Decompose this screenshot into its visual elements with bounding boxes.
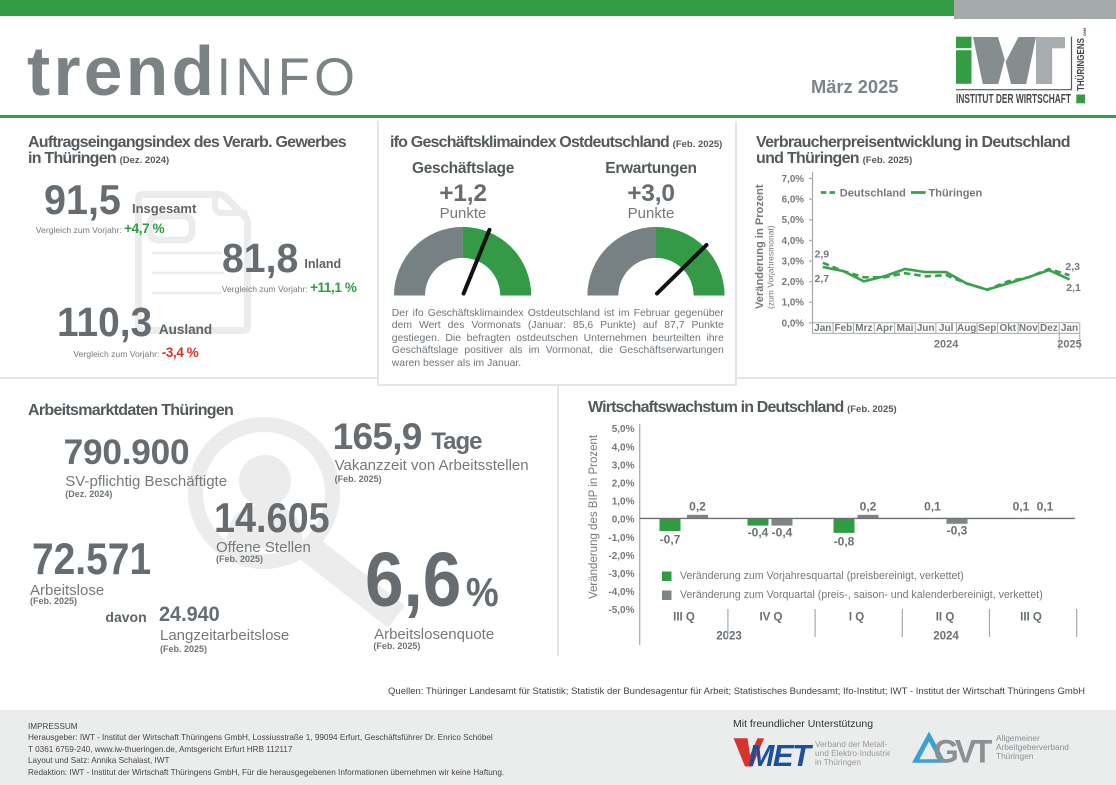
svg-text:(zum Vorjahresmonat): (zum Vorjahresmonat) (766, 225, 776, 309)
svg-text:3,0%: 3,0% (612, 460, 635, 471)
svg-text:4,0%: 4,0% (612, 442, 635, 453)
svg-text:Mrz: Mrz (855, 323, 872, 334)
svg-text:6,0%: 6,0% (782, 195, 805, 206)
svg-text:Veränderung zum Vorquartal (pr: Veränderung zum Vorquartal (preis-, sais… (680, 589, 1043, 601)
svg-text:GMBH: GMBH (1082, 28, 1087, 36)
svg-text:-0,8: -0,8 (834, 535, 855, 549)
svg-text:I Q: I Q (849, 612, 864, 624)
svg-text:Jan: Jan (814, 323, 831, 334)
svg-text:1,0%: 1,0% (612, 497, 635, 508)
svg-text:Veränderung in Prozent: Veränderung in Prozent (754, 184, 766, 309)
svg-text:Dez: Dez (1040, 323, 1058, 334)
svg-text:Thüringen: Thüringen (929, 187, 983, 199)
svg-text:0,1: 0,1 (1013, 500, 1030, 514)
svg-text:MET: MET (749, 738, 815, 773)
svg-text:-4,0%: -4,0% (608, 587, 634, 598)
svg-text:0,0%: 0,0% (612, 515, 635, 526)
svg-text:IV Q: IV Q (759, 612, 782, 624)
svg-text:-0,4: -0,4 (748, 526, 769, 540)
svg-text:2024: 2024 (933, 631, 959, 643)
svg-text:Feb: Feb (834, 323, 852, 334)
svg-text:0,2: 0,2 (860, 500, 877, 514)
svg-text:INSTITUT DER WIRTSCHAFT: INSTITUT DER WIRTSCHAFT (956, 92, 1071, 106)
svg-text:Jun: Jun (917, 323, 935, 334)
svg-text:Arbeitgeberverband: Arbeitgeberverband (996, 742, 1069, 752)
svg-text:2,0%: 2,0% (612, 479, 635, 490)
svg-text:-0,3: -0,3 (947, 524, 968, 538)
svg-text:2,7: 2,7 (815, 273, 830, 285)
svg-text:0,1: 0,1 (924, 500, 941, 514)
svg-text:in Thüringen: in Thüringen (815, 757, 861, 767)
svg-text:Deutschland: Deutschland (840, 187, 906, 199)
svg-text:-0,7: -0,7 (660, 533, 681, 547)
svg-text:0,1: 0,1 (1037, 500, 1054, 514)
svg-text:Mai: Mai (897, 323, 914, 334)
svg-text:und Elektro-Industrie: und Elektro-Industrie (815, 748, 890, 758)
svg-text:GVT: GVT (934, 734, 993, 770)
svg-text:Aug: Aug (957, 323, 976, 334)
svg-text:II Q: II Q (936, 612, 955, 624)
svg-text:2023: 2023 (716, 631, 742, 643)
svg-text:Jul: Jul (939, 323, 954, 334)
svg-text:-2,0%: -2,0% (608, 551, 634, 562)
svg-text:5,0%: 5,0% (782, 215, 805, 226)
svg-text:2025: 2025 (1057, 339, 1081, 351)
svg-text:Nov: Nov (1019, 323, 1038, 334)
svg-text:-0,4: -0,4 (772, 526, 793, 540)
svg-text:0,2: 0,2 (689, 500, 706, 514)
svg-text:Verband der Metall-: Verband der Metall- (815, 739, 888, 749)
svg-text:Okt: Okt (999, 323, 1016, 334)
svg-text:2,9: 2,9 (815, 249, 830, 261)
svg-text:2,3: 2,3 (1065, 261, 1080, 273)
svg-text:2,0%: 2,0% (782, 277, 805, 288)
svg-text:Sep: Sep (978, 323, 996, 334)
svg-text:7,0%: 7,0% (782, 174, 805, 185)
svg-text:2024: 2024 (934, 339, 959, 351)
svg-text:3,0%: 3,0% (782, 257, 805, 268)
svg-text:-1,0%: -1,0% (608, 533, 634, 544)
svg-text:Veränderung des BIP in Prozent: Veränderung des BIP in Prozent (588, 434, 600, 599)
svg-text:2,1: 2,1 (1066, 282, 1081, 294)
svg-text:III Q: III Q (1020, 612, 1042, 624)
svg-text:1,0%: 1,0% (782, 298, 805, 309)
svg-text:THÜRINGENS: THÜRINGENS (1074, 38, 1087, 91)
svg-text:Veränderung zum Vorjahresquart: Veränderung zum Vorjahresquartal (preisb… (680, 570, 964, 582)
svg-text:4,0%: 4,0% (782, 236, 805, 247)
svg-text:Apr: Apr (876, 323, 893, 334)
svg-text:Jan: Jan (1061, 323, 1078, 334)
svg-text:0,0%: 0,0% (782, 318, 805, 329)
svg-text:III Q: III Q (673, 612, 695, 624)
svg-text:5,0%: 5,0% (612, 424, 635, 435)
svg-text:-5,0%: -5,0% (608, 605, 634, 616)
svg-text:Allgemeiner: Allgemeiner (996, 733, 1040, 743)
svg-text:Thüringen: Thüringen (996, 751, 1034, 761)
svg-text:-3,0%: -3,0% (608, 569, 634, 580)
